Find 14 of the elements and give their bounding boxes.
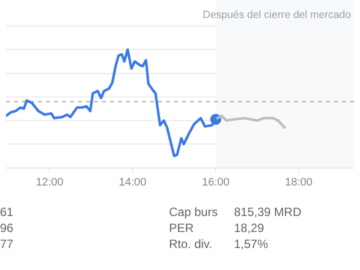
band-label: Después del cierre del mercado bbox=[202, 8, 352, 21]
x-tick-label: 18:00 bbox=[285, 176, 313, 188]
x-tick-label: 12:00 bbox=[36, 176, 64, 188]
text: Cap burs bbox=[169, 205, 218, 219]
x-tick-label: 16:00 bbox=[202, 176, 230, 188]
x-tick-label: 14:00 bbox=[118, 176, 146, 188]
text: PER bbox=[169, 221, 194, 235]
text: Rto. div. bbox=[169, 237, 212, 251]
text: 61 bbox=[0, 205, 14, 219]
text: 96 bbox=[0, 221, 14, 235]
text: 18,29 bbox=[234, 221, 264, 235]
text: 1,57% bbox=[234, 237, 268, 251]
text: 815,39 MRD bbox=[234, 205, 302, 219]
text: 77 bbox=[0, 237, 14, 251]
